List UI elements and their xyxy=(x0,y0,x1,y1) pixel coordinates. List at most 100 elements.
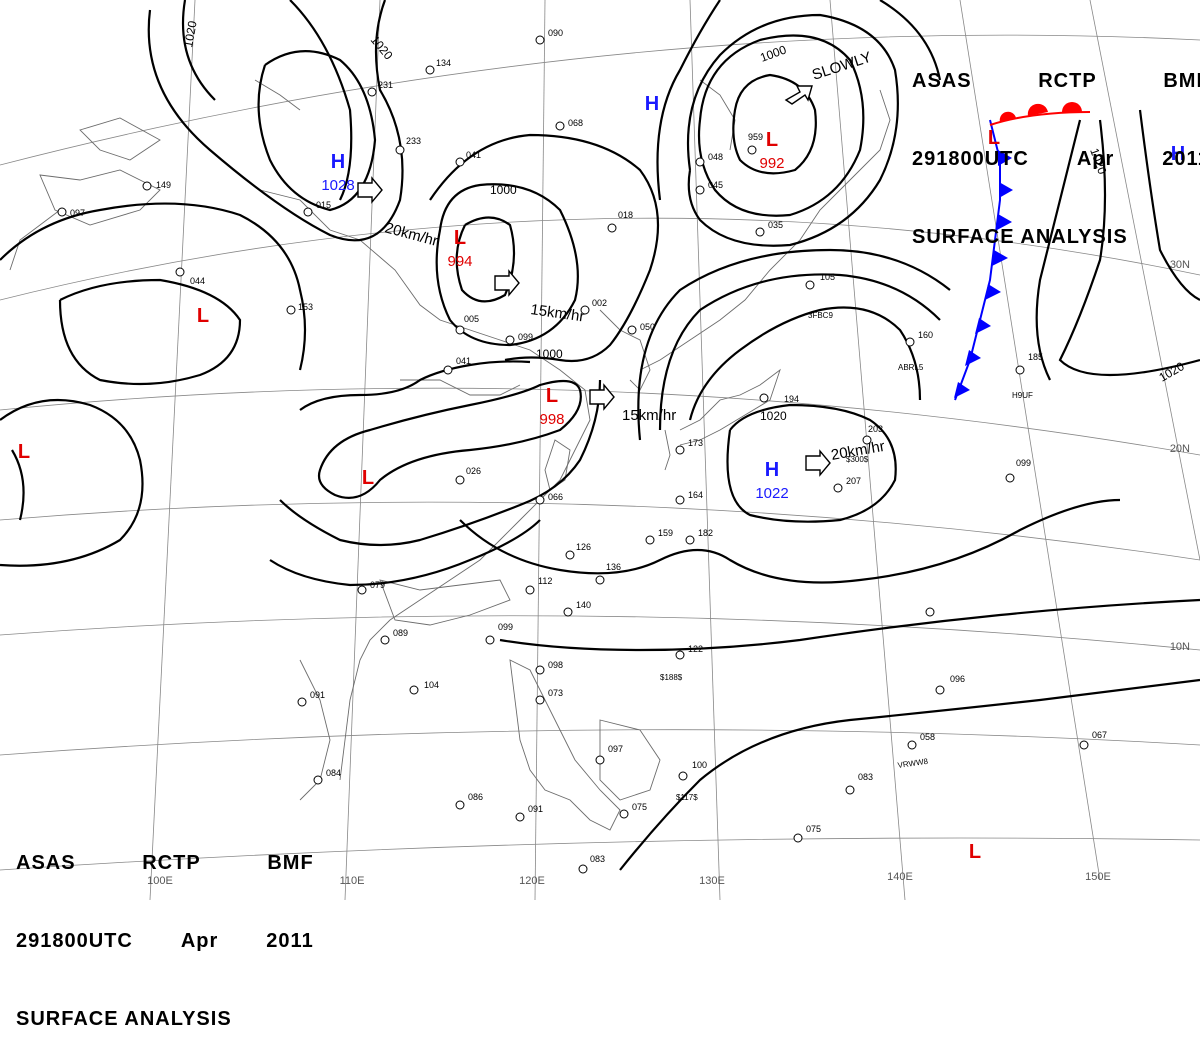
station-pressure-value: 041 xyxy=(466,150,481,160)
title-month: Apr xyxy=(1076,148,1115,170)
station-pressure-value: 100 xyxy=(692,760,707,770)
high-center-pressure: 1022 xyxy=(755,485,788,502)
motion-arrows xyxy=(357,85,831,477)
station-code: 3FBC9 xyxy=(808,311,833,320)
station-pressure-value: 090 xyxy=(548,28,563,38)
station-pressure-value: 126 xyxy=(576,542,591,552)
longitude-label: 120E xyxy=(519,875,545,887)
station-pressure-value: 075 xyxy=(806,824,821,834)
latitude-label: 30N xyxy=(1170,259,1190,271)
station-pressure-value: 026 xyxy=(466,466,481,476)
isobar-value-label: 1020 xyxy=(181,19,199,48)
title-product: ASAS xyxy=(912,70,972,92)
station-pressure-value: 185 xyxy=(1028,352,1043,362)
station-pressure-value: 066 xyxy=(548,492,563,502)
station-code: $117$ xyxy=(676,793,698,802)
station-pressure-value: 075 xyxy=(632,802,647,812)
station-pressure-value: 073 xyxy=(548,688,563,698)
station-code: ABRL5 xyxy=(898,363,924,372)
latitude-label: 20N xyxy=(1170,443,1190,455)
station-pressure-value: 002 xyxy=(592,298,607,308)
station-pressure-value: 044 xyxy=(190,276,205,286)
title-year: 2011 xyxy=(1162,148,1200,170)
motion-speed-label: 15km/hr xyxy=(622,407,676,424)
low-center-letter: L xyxy=(18,441,30,463)
isobar-value-label: 1000 xyxy=(536,347,563,361)
low-center-letter: L xyxy=(454,227,466,249)
station-values: 149 097 044 153 015 134 231 233 041 090 068 018 005 0… xyxy=(70,28,1107,864)
station-pressure-value: 035 xyxy=(768,220,783,230)
low-center-letter: L xyxy=(988,127,1000,149)
station-pressure-value: 091 xyxy=(310,690,325,700)
title-block-top-right: ASAS RCTP BMF 291800UTC Apr 2011 SURFACE ANA… xyxy=(912,16,1200,276)
station-pressure-value: 015 xyxy=(316,200,331,210)
station-pressure-value: 203 xyxy=(868,424,883,434)
longitude-label: 140E xyxy=(887,871,913,883)
low-center-letter: L xyxy=(766,129,778,151)
station-pressure-value: 089 xyxy=(393,628,408,638)
station-pressure-value: 045 xyxy=(708,180,723,190)
high-center-pressure: 1028 xyxy=(321,177,354,194)
station-pressure-value: 173 xyxy=(688,438,703,448)
low-center-letter: L xyxy=(362,467,374,489)
station-pressure-value: 233 xyxy=(406,136,421,146)
title-valid-time: 291800UTC xyxy=(912,148,1029,170)
station-pressure-value: 067 xyxy=(1092,730,1107,740)
longitude-label: 100E xyxy=(147,875,173,887)
title-block-bottom-left: ASAS RCTP BMF 291800UTC Apr 2011 SURFACE ANA… xyxy=(16,798,314,1058)
station-pressure-value: 231 xyxy=(378,80,393,90)
station-pressure-value: 083 xyxy=(590,854,605,864)
title-analysis-type: SURFACE ANALYSIS xyxy=(16,1008,232,1030)
station-pressure-value: 159 xyxy=(658,528,673,538)
station-pressure-value: 086 xyxy=(468,792,483,802)
station-markers xyxy=(57,35,1089,874)
station-pressure-value: 164 xyxy=(688,490,703,500)
station-pressure-value: 207 xyxy=(846,476,861,486)
title-year: 2011 xyxy=(266,930,314,952)
station-pressure-value: 099 xyxy=(1016,458,1031,468)
station-pressure-value: 959 xyxy=(748,132,763,142)
station-pressure-value: 098 xyxy=(548,660,563,670)
station-pressure-value: 182 xyxy=(698,528,713,538)
station-pressure-value: 041 xyxy=(456,356,471,366)
high-center-letter: H xyxy=(645,93,659,115)
station-code: $300$ xyxy=(846,455,869,464)
station-pressure-value: 079 xyxy=(370,580,385,590)
low-center-letter: L xyxy=(969,841,981,863)
longitude-label: 130E xyxy=(699,875,725,887)
title-analysis-type: SURFACE ANALYSIS xyxy=(912,226,1128,248)
station-pressure-value: 096 xyxy=(950,674,965,684)
station-pressure-value: 160 xyxy=(918,330,933,340)
isobars xyxy=(0,0,1200,871)
longitude-label: 110E xyxy=(340,875,365,887)
station-code: VRWW8 xyxy=(897,757,929,770)
station-pressure-value: 050 xyxy=(640,322,655,332)
title-product: ASAS xyxy=(16,852,76,874)
title-valid-time: 291800UTC xyxy=(16,930,133,952)
cold-front xyxy=(954,119,1013,401)
station-code: $188$ xyxy=(660,673,683,682)
station-pressure-value: 099 xyxy=(498,622,513,632)
station-pressure-value: 048 xyxy=(708,152,723,162)
station-pressure-value: 153 xyxy=(298,302,313,312)
station-pressure-value: 097 xyxy=(608,744,623,754)
isobar-value-label: 1000 xyxy=(490,183,517,197)
station-pressure-value: 112 xyxy=(538,576,552,586)
station-pressure-value: 097 xyxy=(70,208,85,218)
title-month: Apr xyxy=(180,930,219,952)
high-center-letter: H xyxy=(1171,143,1185,165)
pressure-centers: H 1028 H H 1022 H L 994 L 998 L 992 L L L L L xyxy=(18,93,1185,863)
station-pressure-value: 018 xyxy=(618,210,633,220)
low-center-letter: L xyxy=(197,305,209,327)
station-pressure-value: 104 xyxy=(424,680,439,690)
station-pressure-value: 058 xyxy=(920,732,935,742)
low-center-pressure: 992 xyxy=(759,155,784,172)
station-pressure-value: 083 xyxy=(858,772,873,782)
high-center-letter: H xyxy=(765,459,779,481)
station-pressure-value: 099 xyxy=(518,332,533,342)
title-station: RCTP xyxy=(142,852,201,874)
station-code: H9UF xyxy=(1012,391,1033,400)
isobar-value-label: 1020 xyxy=(760,409,787,423)
title-station: RCTP xyxy=(1038,70,1097,92)
